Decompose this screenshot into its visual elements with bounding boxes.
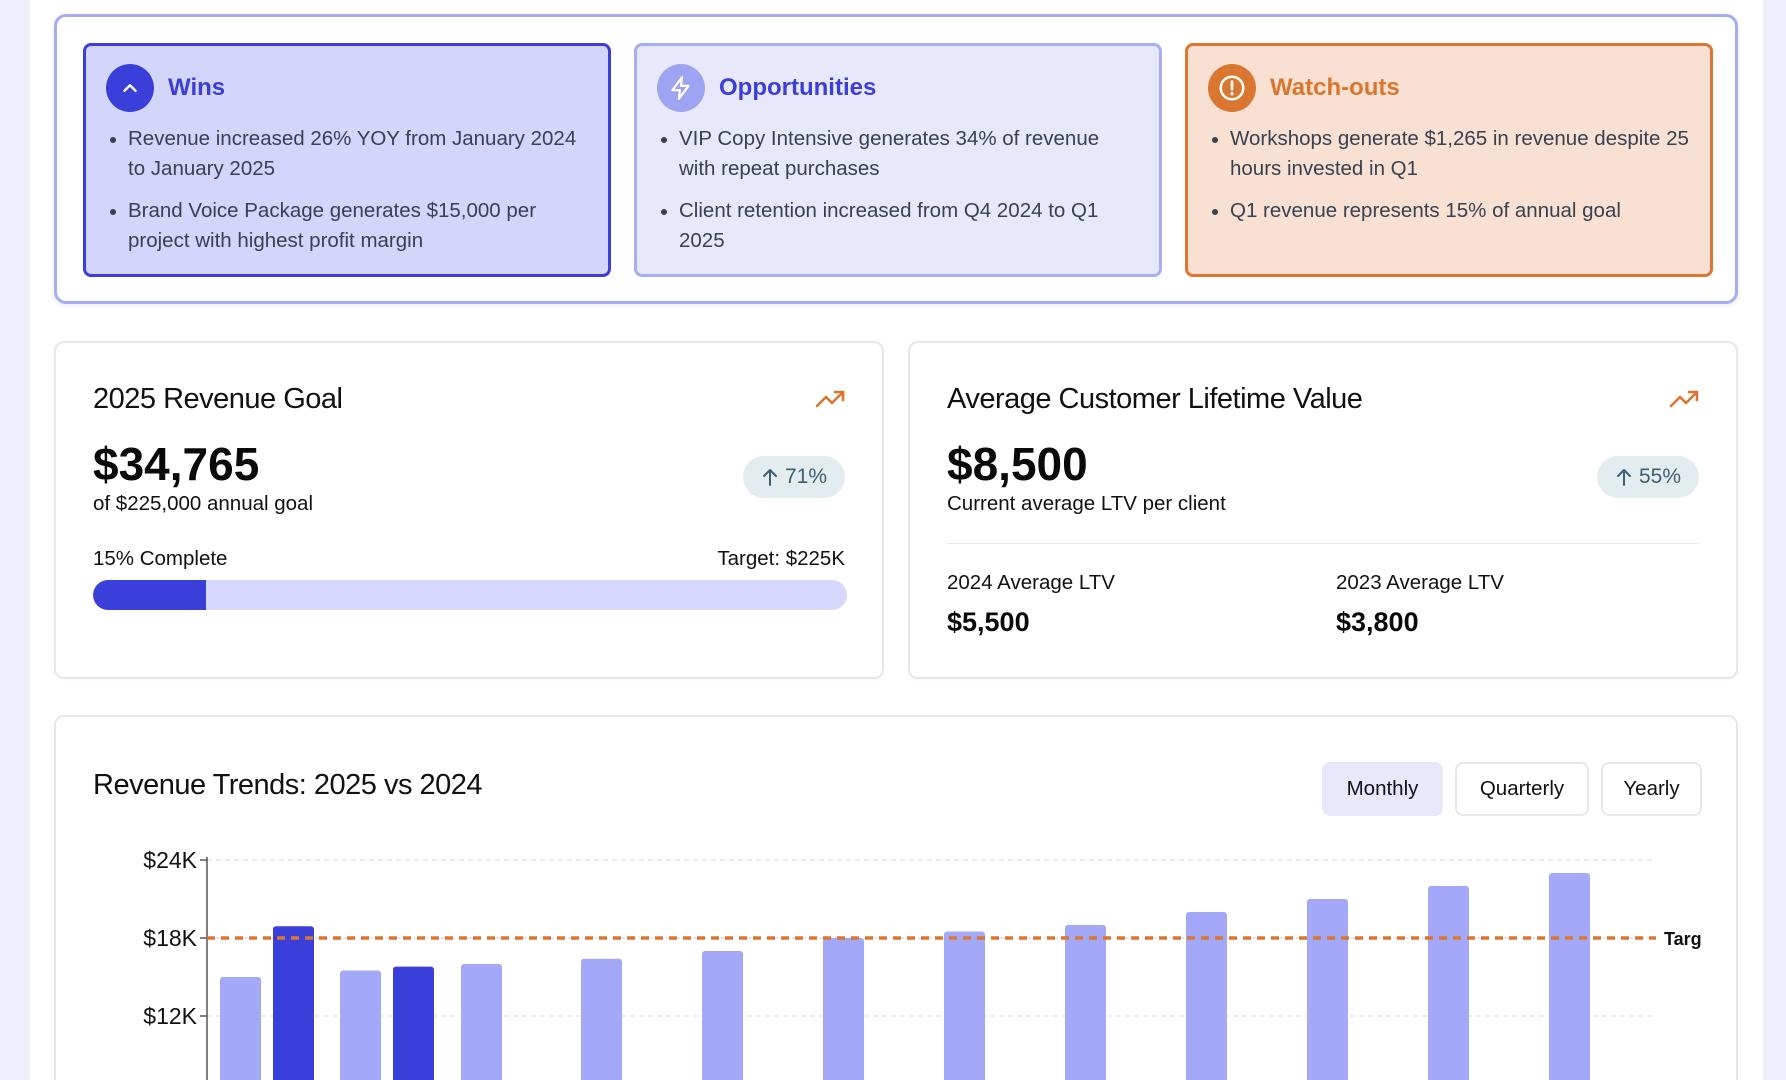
chart-title: Revenue Trends: 2025 vs 2024 (93, 769, 483, 801)
revenue-goal-title: 2025 Revenue Goal (93, 383, 343, 415)
ltv-title: Average Customer Lifetime Value (947, 383, 1363, 415)
tab-monthly[interactable]: Monthly (1322, 762, 1443, 816)
ltv-subtitle: Current average LTV per client (947, 492, 1226, 515)
change-value: 55% (1638, 465, 1681, 488)
list-item: Brand Voice Package generates $15,000 pe… (106, 196, 588, 256)
bar-2024 (944, 931, 985, 1080)
tab-yearly[interactable]: Yearly (1601, 762, 1702, 816)
target-line-label: Targ (1664, 929, 1702, 949)
y-tick-label: $18K (143, 925, 197, 951)
bar-2024 (823, 938, 864, 1080)
change-badge: 55% (1596, 456, 1699, 498)
revenue-trends-card: Revenue Trends: 2025 vs 2024 Monthly Qua… (54, 715, 1738, 1080)
arrow-up-icon (762, 469, 777, 486)
chevron-up-icon (106, 64, 154, 112)
bar-2024 (702, 951, 743, 1080)
list-item: VIP Copy Intensive generates 34% of reve… (657, 124, 1139, 184)
bar-2024 (581, 958, 622, 1080)
change-badge: 71% (742, 456, 845, 498)
ltv-2023-block: 2023 Average LTV $3,800 (1336, 571, 1504, 638)
alert-circle-icon (1208, 64, 1256, 112)
progress-bar (93, 580, 847, 610)
bar-2024 (461, 964, 502, 1080)
opportunities-title: Opportunities (719, 74, 877, 101)
trending-up-icon (815, 390, 845, 408)
progress-label: 15% Complete (93, 547, 228, 570)
list-item: Client retention increased from Q4 2024 … (657, 196, 1139, 256)
ltv-2024-value: $5,500 (947, 607, 1030, 637)
insights-panel: Wins Revenue increased 26% YOY from Janu… (54, 14, 1738, 304)
revenue-goal-card: 2025 Revenue Goal $34,765 of $225,000 an… (54, 341, 884, 679)
list-item: Q1 revenue represents 15% of annual goal (1208, 196, 1690, 226)
bar-2024 (220, 977, 261, 1080)
tab-quarterly[interactable]: Quarterly (1455, 762, 1589, 816)
bar-2025 (273, 926, 314, 1080)
y-tick-label: $12K (143, 1003, 197, 1029)
divider (947, 543, 1699, 544)
bar-2024 (1307, 899, 1348, 1080)
progress-target: Target: $225K (717, 547, 845, 570)
bar-2024 (1428, 886, 1469, 1080)
list-item: Workshops generate $1,265 in revenue des… (1208, 124, 1690, 184)
revenue-goal-subtitle: of $225,000 annual goal (93, 492, 314, 515)
arrow-up-icon (1616, 469, 1631, 486)
ltv-card: Average Customer Lifetime Value $8,500 C… (908, 341, 1738, 679)
change-value: 71% (784, 465, 827, 488)
lightning-icon (657, 64, 705, 112)
bar-2024 (340, 970, 381, 1080)
ltv-2024-block: 2024 Average LTV $5,500 (947, 571, 1115, 638)
list-item: Revenue increased 26% YOY from January 2… (106, 124, 588, 184)
watchouts-list: Workshops generate $1,265 in revenue des… (1208, 124, 1690, 226)
ltv-2024-label: 2024 Average LTV (947, 571, 1115, 594)
bar-2024 (1065, 925, 1106, 1080)
progress-bar-fill (93, 580, 207, 610)
watchouts-card: Watch-outs Workshops generate $1,265 in … (1185, 43, 1713, 277)
watchouts-title: Watch-outs (1270, 74, 1400, 101)
ltv-value: $8,500 (947, 438, 1088, 490)
wins-title: Wins (168, 74, 226, 101)
opportunities-card: Opportunities VIP Copy Intensive generat… (634, 43, 1162, 277)
bar-2024 (1186, 912, 1227, 1080)
trending-up-icon (1669, 390, 1699, 408)
revenue-bar-chart: $24K $18K $12K Targ (143, 847, 1702, 1080)
ltv-2023-value: $3,800 (1336, 607, 1419, 637)
bar-2025 (393, 966, 434, 1080)
y-tick-label: $24K (143, 847, 197, 873)
bar-2024 (1549, 873, 1590, 1080)
opportunities-list: VIP Copy Intensive generates 34% of reve… (657, 124, 1139, 256)
ltv-2023-label: 2023 Average LTV (1336, 571, 1504, 594)
wins-card: Wins Revenue increased 26% YOY from Janu… (83, 43, 611, 277)
wins-list: Revenue increased 26% YOY from January 2… (106, 124, 588, 256)
revenue-goal-value: $34,765 (93, 438, 260, 490)
